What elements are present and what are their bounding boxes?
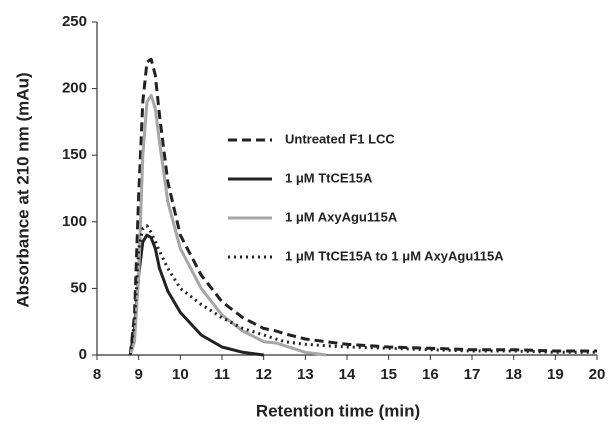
legend-label: 1 μM TtCE15A [285,170,373,185]
x-tick-label: 17 [464,366,481,383]
x-tick-label: 11 [214,366,230,383]
legend-label: 1 μM AxyAgu115A [285,209,398,224]
y-tick-label: 100 [62,213,87,230]
x-tick-label: 20 [589,366,606,383]
series-line [128,93,327,357]
y-tick-label: 200 [62,80,87,97]
y-tick-label: 150 [62,146,87,163]
x-tick-label: 14 [339,366,356,383]
legend-label: Untreated F1 LCC [285,131,395,146]
legend-label: 1 μM TtCE15A to 1 μM AxyAgu115A [285,248,504,263]
x-tick-label: 10 [172,366,189,383]
y-tick-label: 0 [79,346,87,363]
x-tick-label: 8 [93,366,101,383]
x-tick-label: 9 [134,366,142,383]
x-tick-label: 13 [297,366,314,383]
x-tick-label: 18 [505,366,522,383]
series-line [128,233,264,357]
x-tick-label: 16 [422,366,439,383]
y-tick-label: 250 [62,13,87,30]
series-line [128,57,597,356]
x-tick-label: 15 [380,366,397,383]
series-line [128,224,597,356]
x-tick-label: 12 [255,366,272,383]
x-tick-label: 19 [547,366,564,383]
y-axis-title: Absorbance at 210 nm (mAu) [13,72,32,307]
y-tick-label: 50 [70,279,87,296]
x-axis-title: Retention time (min) [256,401,420,420]
